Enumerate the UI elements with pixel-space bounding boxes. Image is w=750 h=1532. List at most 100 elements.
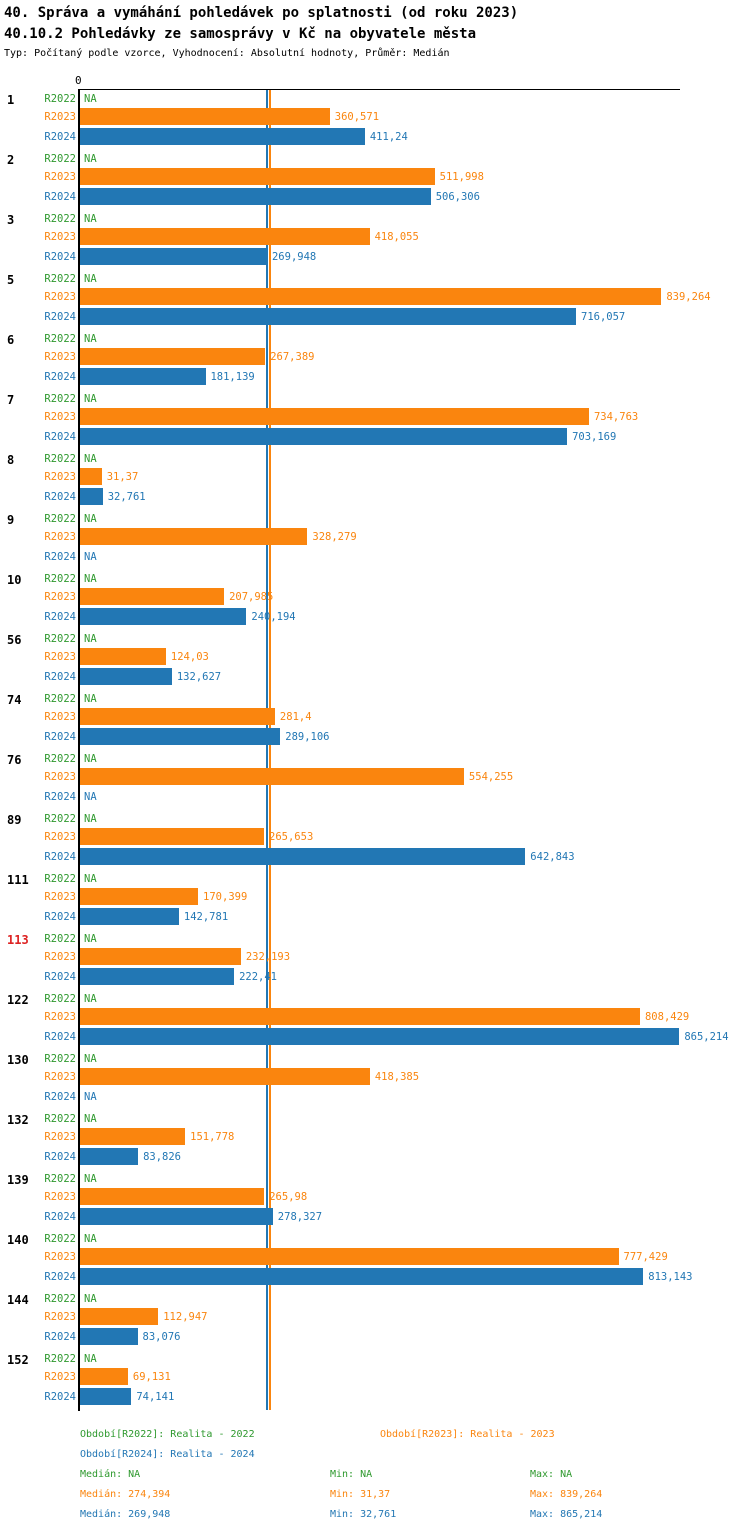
group-number-label: 9 xyxy=(7,513,15,527)
na-label-r2022: NA xyxy=(84,813,97,825)
na-label-r2022: NA xyxy=(84,873,97,885)
group-140: 140 R2022 NA R2023 777,429 R2024 813,143 xyxy=(0,1232,750,1292)
value-label-r2024: 83,076 xyxy=(142,1331,181,1343)
series-label-r2023: R2023 xyxy=(44,591,76,603)
value-label-r2023: 207,985 xyxy=(229,591,274,603)
legend-min-r2022: Min: NA xyxy=(330,1469,373,1480)
series-label-r2022: R2022 xyxy=(44,753,76,765)
group-number-label: 1 xyxy=(7,93,15,107)
series-label-r2024: R2024 xyxy=(44,731,76,743)
bar-r2023 xyxy=(80,708,275,725)
series-label-r2022: R2022 xyxy=(44,1113,76,1125)
legend-median-r2022: Medián: NA xyxy=(80,1469,141,1480)
value-label-r2023: 418,055 xyxy=(374,231,419,243)
value-label-r2024: 32,761 xyxy=(107,491,146,503)
value-label-r2024: 506,306 xyxy=(435,191,480,203)
series-label-r2023: R2023 xyxy=(44,1311,76,1323)
bar-r2023 xyxy=(80,588,225,605)
series-label-r2023: R2023 xyxy=(44,231,76,243)
series-label-r2024: R2024 xyxy=(44,431,76,443)
group-number-label: 122 xyxy=(7,993,29,1007)
na-label-r2022: NA xyxy=(84,333,97,345)
chart-subtitle: 40.10.2 Pohledávky ze samosprávy v Kč na… xyxy=(4,26,477,42)
group-number-label: 132 xyxy=(7,1113,29,1127)
group-1: 1 R2022 NA R2023 360,571 R2024 411,24 xyxy=(0,92,750,152)
na-label-r2022: NA xyxy=(84,1113,97,1125)
bar-r2023 xyxy=(80,1008,640,1025)
value-label-r2023: 418,385 xyxy=(374,1071,420,1083)
na-label-r2022: NA xyxy=(84,1053,97,1065)
bar-r2024 xyxy=(80,368,206,385)
series-label-r2024: R2024 xyxy=(44,1031,76,1043)
series-label-r2024: R2024 xyxy=(44,1091,76,1103)
series-label-r2023: R2023 xyxy=(44,1011,76,1023)
series-label-r2024: R2024 xyxy=(44,251,76,263)
series-label-r2024: R2024 xyxy=(44,551,76,563)
series-label-r2022: R2022 xyxy=(44,1053,76,1065)
series-label-r2022: R2022 xyxy=(44,213,76,225)
series-label-r2022: R2022 xyxy=(44,1293,76,1305)
legend-max-r2024: Max: 865,214 xyxy=(530,1509,603,1520)
value-label-r2024: 74,141 xyxy=(136,1391,175,1403)
series-label-r2022: R2022 xyxy=(44,273,76,285)
value-label-r2023: 839,264 xyxy=(666,291,711,303)
group-8: 8 R2022 NA R2023 31,37 R2024 32,761 xyxy=(0,452,750,512)
series-label-r2022: R2022 xyxy=(44,1233,76,1245)
na-label-r2022: NA xyxy=(84,753,97,765)
series-label-r2023: R2023 xyxy=(44,111,76,123)
value-label-r2024: 278,327 xyxy=(277,1211,323,1223)
na-label-r2024: NA xyxy=(84,1091,97,1103)
group-74: 74 R2022 NA R2023 281,4 R2024 289,106 xyxy=(0,692,750,752)
legend-period-r2022: Období[R2022]: Realita - 2022 xyxy=(80,1429,255,1440)
value-label-r2023: 554,255 xyxy=(468,771,514,783)
series-label-r2023: R2023 xyxy=(44,411,76,423)
bar-r2023 xyxy=(80,1128,186,1145)
value-label-r2024: 269,948 xyxy=(271,251,317,263)
value-label-r2023: 265,98 xyxy=(269,1191,308,1203)
series-label-r2022: R2022 xyxy=(44,1353,76,1365)
value-label-r2024: 181,139 xyxy=(210,371,255,383)
bar-r2024 xyxy=(80,1268,644,1285)
bar-r2024 xyxy=(80,668,172,685)
series-label-r2022: R2022 xyxy=(44,1173,76,1185)
group-number-label: 144 xyxy=(7,1293,29,1307)
group-3: 3 R2022 NA R2023 418,055 R2024 269,948 xyxy=(0,212,750,272)
bar-r2023 xyxy=(80,948,241,965)
series-label-r2024: R2024 xyxy=(44,1271,76,1283)
group-56: 56 R2022 NA R2023 124,03 R2024 132,627 xyxy=(0,632,750,692)
group-number-label: 74 xyxy=(7,693,22,707)
series-label-r2024: R2024 xyxy=(44,491,76,503)
value-label-r2023: 281,4 xyxy=(279,711,312,723)
bar-r2024 xyxy=(80,1328,138,1345)
na-label-r2022: NA xyxy=(84,1293,97,1305)
group-144: 144 R2022 NA R2023 112,947 R2024 83,076 xyxy=(0,1292,750,1352)
series-label-r2022: R2022 xyxy=(44,153,76,165)
group-5: 5 R2022 NA R2023 839,264 R2024 716,057 xyxy=(0,272,750,332)
value-label-r2023: 232,193 xyxy=(245,951,291,963)
bar-r2023 xyxy=(80,1188,265,1205)
value-label-r2023: 124,03 xyxy=(170,651,209,663)
bar-r2023 xyxy=(80,168,435,185)
series-label-r2024: R2024 xyxy=(44,1211,76,1223)
bar-r2024 xyxy=(80,128,365,145)
bar-r2023 xyxy=(80,1248,619,1265)
value-label-r2024: 142,781 xyxy=(183,911,229,923)
series-label-r2023: R2023 xyxy=(44,1371,76,1383)
value-label-r2023: 511,998 xyxy=(439,171,484,183)
value-label-r2024: 703,169 xyxy=(572,431,617,443)
value-label-r2024: 411,24 xyxy=(369,131,408,143)
series-label-r2023: R2023 xyxy=(44,1251,76,1263)
series-label-r2023: R2023 xyxy=(44,1191,76,1203)
group-139: 139 R2022 NA R2023 265,98 R2024 278,327 xyxy=(0,1172,750,1232)
series-label-r2024: R2024 xyxy=(44,1391,76,1403)
group-76: 76 R2022 NA R2023 554,255 R2024 NA xyxy=(0,752,750,812)
value-label-r2024: 222,41 xyxy=(239,971,277,983)
bar-r2023 xyxy=(80,528,308,545)
na-label-r2022: NA xyxy=(84,993,97,1005)
group-113: 113 R2022 NA R2023 232,193 R2024 222,41 xyxy=(0,932,750,992)
group-number-label: 2 xyxy=(7,153,15,167)
group-89: 89 R2022 NA R2023 265,653 R2024 642,843 xyxy=(0,812,750,872)
legend-min-r2023: Min: 31,37 xyxy=(330,1489,391,1500)
group-number-label: 7 xyxy=(7,393,15,407)
legend-max-r2023: Max: 839,264 xyxy=(530,1489,603,1500)
